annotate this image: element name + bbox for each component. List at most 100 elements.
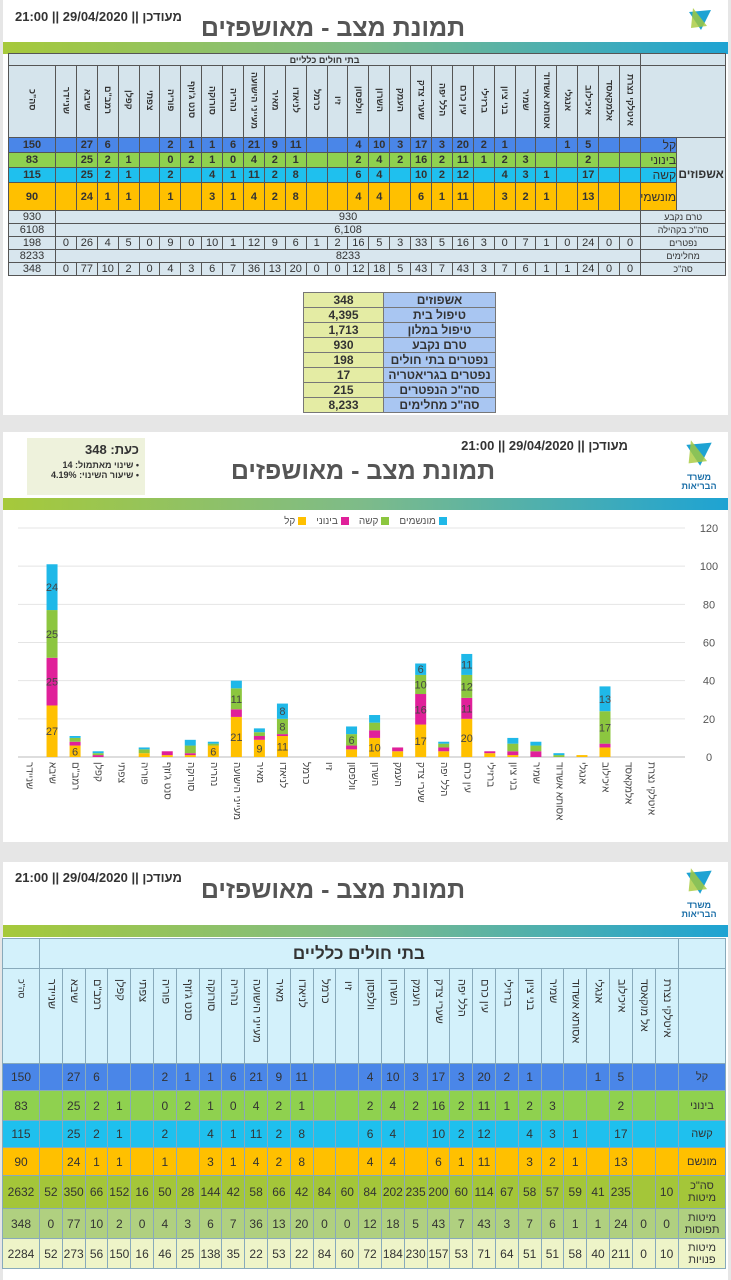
value-cell [305,182,328,211]
value-cell: 3 [494,1208,519,1239]
value-cell: 5 [403,1208,428,1239]
value-cell: 1 [284,152,307,168]
value-cell [631,1175,656,1209]
value-cell: 10 [654,1238,679,1269]
hospital-header: וולפסון [358,968,382,1064]
value-cell: 3 [517,1147,542,1176]
header-gradient-bar [3,42,728,54]
value-cell: 0 [335,1208,360,1239]
value-cell: 350 [61,1175,86,1209]
bar-segment [92,755,104,757]
value-cell: 2 [152,1063,177,1091]
value-cell: 1 [221,1120,246,1148]
row-label: מיטות תפוסות [677,1208,727,1239]
table-row: 2632 52 350 66 152 16 50 28 144 42 58 66 42 84 60 84 202… [2,1175,727,1209]
hospital-name: סורוקה [204,979,217,1012]
bar-data-label: 16 [415,704,427,716]
value-cell: 17 [410,137,433,153]
hospital-name: בני ציון [524,979,537,1011]
value-cell: 4 [198,1120,223,1148]
bar-segment [92,751,104,754]
value-cell: 2 [266,1120,291,1148]
summary-row: 348 0 77 10 2 0 4 3 6 7 36 13 20 0 0 12 18 5 43 7 43 3 7 6 1 1 24 0… [8,262,727,276]
value-cell: 13 [266,1208,291,1239]
bar-data-label: 11 [461,659,472,671]
value-cell: 2 [159,167,182,183]
merged-value: 930 [54,210,642,224]
value-cell: 1 [152,1147,177,1176]
page-title: תמונת מצב - מאושפזים [200,876,466,904]
value-cell: 8 [284,182,307,211]
value-cell: 10 [96,262,119,276]
hospital-header: סנט ג'וזף [180,65,203,138]
summary-value: 215 [303,382,384,398]
hospital-name: קפלן [113,979,126,1001]
x-tick-label: רמב"ם [69,762,81,791]
value-cell: 52 [39,1238,63,1269]
row-label: קל [640,137,678,153]
value-cell [494,1120,519,1148]
value-cell: 1 [222,167,245,183]
value-cell: 9 [263,137,286,153]
value-cell: 0 [598,262,621,276]
total-header-label: סה"כ [27,89,38,111]
value-cell [556,152,579,168]
value-cell: 0 [493,236,516,250]
value-cell: 2 [517,1090,542,1121]
bar-segment [184,739,196,746]
bar-segment [92,753,104,756]
value-cell: 7 [431,262,453,276]
bar-segment [438,747,450,752]
bar-segment [46,705,58,757]
bar-data-label: 8 [279,721,285,733]
page-title: תמונת מצב - מאושפזים [230,457,496,485]
value-cell: 21 [244,1063,268,1091]
bar-segment [230,688,242,710]
legend-swatch [340,517,349,526]
bar-segment [207,743,219,746]
hospital-header: אל מוקאסד [631,968,656,1064]
value-cell: 150 [107,1238,132,1269]
bar-segment [507,743,519,752]
bar-segment [346,726,358,735]
hospital-header: אנגלי [586,968,610,1064]
value-cell [335,1090,360,1121]
hospital-header: סורוקה [201,65,224,138]
hospital-name: שמיר [521,89,532,111]
value-cell: 1 [107,1090,132,1121]
hospital-header: סנט ג'וזף [175,968,200,1064]
value-cell: 1 [535,262,558,276]
hospital-name: זיו [333,95,344,105]
summary-label: טרם נקבע [383,337,496,353]
value-cell: 0 [180,236,203,250]
row-total: 930 [8,210,56,224]
value-cell: 1 [563,1120,588,1148]
row-label: בינוני [677,1090,727,1121]
hospital-name: קפלן [124,90,135,110]
value-cell: 184 [380,1238,405,1269]
hospital-name: סנט ג'וזף [182,979,195,1021]
value-cell: 3 [449,1063,474,1091]
x-tick-label: סורוקה [184,762,196,792]
hospital-header: אנגלי [556,65,579,138]
hospital-header: העמק [389,65,412,138]
value-cell: 4 [368,167,391,183]
value-cell: 17 [577,167,600,183]
value-cell: 0 [598,236,621,250]
value-cell: 51 [517,1238,542,1269]
bar-segment [69,745,81,757]
hospital-header: אסותא אשדוד [535,65,558,138]
summary-value: 8,233 [303,397,384,413]
y-tick-label: 100 [700,561,718,573]
value-cell: 17 [608,1120,633,1148]
value-cell: 1 [198,1063,223,1091]
merged-value: 8233 [54,249,642,263]
bar-segment [507,737,519,744]
value-cell: 0 [619,262,642,276]
x-tick-label: זיו [323,762,335,771]
hospital-header: השרון [368,65,391,138]
value-cell: 4 [517,1120,542,1148]
value-cell [130,1120,154,1148]
value-cell: 13 [577,182,600,211]
value-cell: 9 [266,1063,291,1091]
